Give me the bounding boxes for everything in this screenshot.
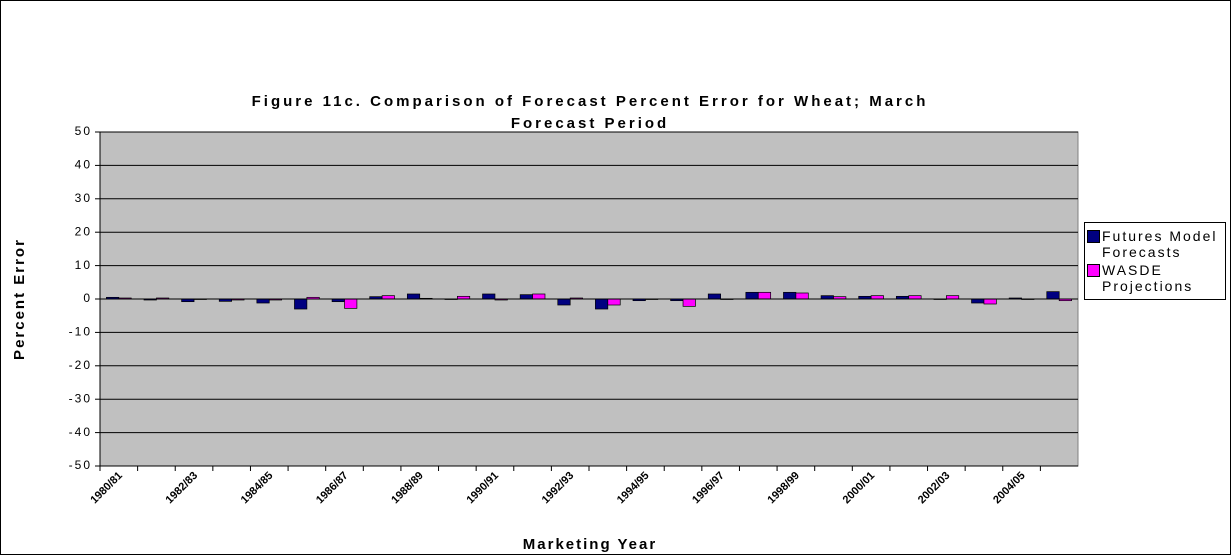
y-tick-label: 10 bbox=[75, 258, 92, 272]
y-tick-label: -20 bbox=[69, 358, 92, 372]
chart-title: Figure 11c. Comparison of Forecast Perce… bbox=[252, 93, 929, 132]
legend-item: Futures Model Forecasts bbox=[1087, 228, 1223, 260]
y-tick-label: 40 bbox=[75, 158, 92, 172]
y-tick-label: -10 bbox=[69, 325, 92, 339]
bar bbox=[983, 298, 997, 305]
legend: Futures Model Forecasts WASDE Projections bbox=[1084, 222, 1226, 300]
y-tick-label: -40 bbox=[69, 425, 92, 439]
bar bbox=[256, 298, 270, 304]
bar bbox=[532, 293, 546, 300]
bar bbox=[344, 298, 358, 309]
bar bbox=[519, 294, 533, 300]
bar bbox=[607, 298, 621, 306]
y-tick-label: 50 bbox=[75, 124, 92, 138]
bar bbox=[595, 298, 609, 310]
bar bbox=[557, 298, 571, 306]
y-tick-label: 30 bbox=[75, 191, 92, 205]
bar bbox=[381, 295, 395, 300]
bar bbox=[707, 293, 722, 300]
bar bbox=[682, 298, 696, 307]
bar bbox=[1046, 291, 1060, 300]
y-axis-title: Percent Error bbox=[11, 238, 28, 360]
y-tick-label: -30 bbox=[69, 391, 92, 405]
x-axis-title: Marketing Year bbox=[523, 536, 657, 553]
y-tick-label: 20 bbox=[75, 224, 92, 238]
legend-label: WASDE Projections bbox=[1102, 262, 1194, 294]
y-tick-label: -50 bbox=[69, 458, 92, 472]
legend-label: Futures Model Forecasts bbox=[1102, 228, 1218, 260]
bar bbox=[820, 295, 834, 300]
bar bbox=[908, 295, 922, 300]
bar bbox=[971, 298, 985, 304]
bar bbox=[745, 291, 759, 300]
legend-swatch bbox=[1087, 264, 1100, 277]
bar bbox=[945, 295, 960, 300]
bar bbox=[870, 295, 884, 300]
bar bbox=[757, 291, 772, 300]
legend-swatch bbox=[1087, 230, 1100, 243]
bar bbox=[406, 293, 421, 300]
legend-item: WASDE Projections bbox=[1087, 262, 1223, 294]
bar bbox=[294, 298, 308, 310]
bar bbox=[482, 293, 496, 300]
y-tick-label: 0 bbox=[83, 291, 92, 305]
bar bbox=[795, 292, 809, 300]
bar bbox=[783, 291, 797, 300]
